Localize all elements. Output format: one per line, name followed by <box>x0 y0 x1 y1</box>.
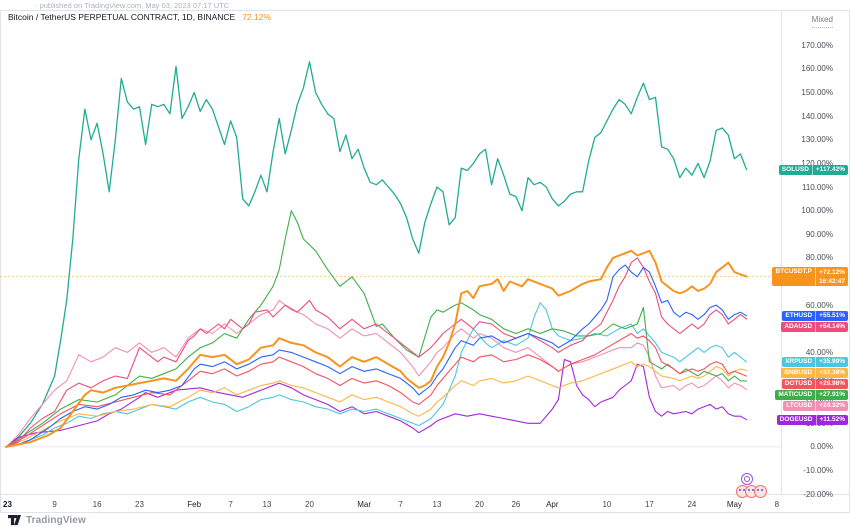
price-label-symbol: DOTUSD <box>782 378 817 389</box>
price-label-value: +27.91% <box>819 391 845 399</box>
price-label-symbol: BTCUSDT.P <box>772 267 816 286</box>
series-line-XRPUSD[interactable] <box>5 302 748 448</box>
series-line-SOLUSD[interactable] <box>5 61 748 448</box>
time-tick-7-65: 7 <box>398 500 403 509</box>
time-tick-8-127: 8 <box>774 500 780 509</box>
series-line-ETHUSD[interactable] <box>5 264 748 448</box>
series-line-BNBUSD[interactable] <box>5 361 748 448</box>
symbol-legend[interactable]: Bitcoin / TetherUS PERPETUAL CONTRACT, 1… <box>8 12 271 22</box>
price-label-symbol: ETHUSD <box>782 310 817 321</box>
time-axis-separator <box>1 494 849 495</box>
price-label-symbol: ADAUSD <box>781 321 817 332</box>
time-tick-10-99: 10 <box>602 500 612 509</box>
price-label-XRPUSD[interactable]: XRPUSD +35.99% <box>782 356 848 367</box>
series-line-LTCUSD[interactable] <box>5 299 748 448</box>
symbol-title[interactable]: Bitcoin / TetherUS PERPETUAL CONTRACT, 1… <box>8 12 236 22</box>
price-tick-170: 170.00% <box>801 40 833 50</box>
tradingview-logo-icon[interactable] <box>8 515 21 526</box>
price-tick-0: 0.00% <box>810 442 833 452</box>
published-caption: · published on TradingView.com, May 03, … <box>35 1 230 10</box>
time-axis[interactable]: 23 9 16 23 Feb 7 13 20 Mar 7 13 20 26 Apr 10 17 24 May 8 <box>1 495 849 512</box>
time-tick-20-50: 20 <box>305 500 314 509</box>
time-tick-16-15: 16 <box>92 500 102 509</box>
emoji-inner-dot-icon <box>744 476 750 482</box>
time-tick-17-106: 17 <box>644 500 654 509</box>
time-tick-Apr-90: Apr <box>546 500 559 509</box>
time-tick-20-78: 20 <box>475 500 484 509</box>
price-label-symbol: BNBUSD <box>781 367 817 378</box>
price-tick-160: 160.00% <box>801 64 833 74</box>
time-tick-May-120: May <box>726 500 742 509</box>
series-line-BTCUSDT.P[interactable] <box>5 249 748 448</box>
price-tick-100: 100.00% <box>801 206 833 216</box>
price-label-value: +55.51% <box>819 312 845 320</box>
time-tick-7-37: 7 <box>228 500 233 509</box>
time-tick-13-43: 13 <box>262 500 272 509</box>
price-axis-separator <box>781 11 782 494</box>
price-scale-mode[interactable]: Mixed <box>811 15 833 28</box>
price-tick--10: -10.00% <box>803 466 833 475</box>
price-label-DOGEUSD[interactable]: DOGEUSD +11.52% <box>776 414 848 425</box>
time-tick-23-0: 23 <box>3 500 12 509</box>
footer: TradingView <box>8 515 86 526</box>
price-label-ETHUSD[interactable]: ETHUSD +55.51% <box>782 310 848 321</box>
time-tick-Feb-31: Feb <box>187 500 202 509</box>
emoji-drawing-purple-icon[interactable] <box>741 473 753 485</box>
price-axis[interactable]: Mixed 170.00% 160.00% 150.00% 140.00% 130.00… <box>772 11 850 499</box>
emoji-face-icon <box>754 485 767 498</box>
time-tick-Mar-59: Mar <box>357 500 371 509</box>
price-label-symbol: XRPUSD <box>782 356 817 367</box>
price-label-value: +11.52% <box>819 416 845 424</box>
price-label-BTCUSDT.P[interactable]: BTCUSDT.P +72.12% 16:42:47 <box>772 267 848 286</box>
price-label-LTCUSD[interactable]: LTCUSD +24.32% <box>783 400 848 411</box>
time-tick-9-8: 9 <box>52 500 57 509</box>
time-tick-24-113: 24 <box>687 500 697 509</box>
comparison-line-chart[interactable] <box>0 0 781 494</box>
price-tick-110: 110.00% <box>802 182 833 192</box>
series-line-ADAUSD[interactable] <box>5 257 748 448</box>
price-label-symbol: SOLUSD <box>779 164 813 175</box>
price-label-value: +54.14% <box>819 323 845 331</box>
price-label-value: +72.12% 16:42:47 <box>818 268 845 285</box>
price-label-BNBUSD[interactable]: BNBUSD +32.38% <box>781 367 848 378</box>
price-tick--20: -20.00% <box>803 489 833 499</box>
price-label-SOLUSD[interactable]: SOLUSD +117.42% <box>778 164 848 175</box>
price-label-value: +35.99% <box>819 358 845 366</box>
price-label-value: +117.42% <box>815 166 845 173</box>
price-tick-140: 140.00% <box>801 111 833 121</box>
time-tick-13-71: 13 <box>432 500 442 509</box>
emoji-drawing-cluster[interactable] <box>736 485 767 498</box>
price-label-symbol: MATICUSD <box>775 389 817 400</box>
price-label-value: +24.32% <box>819 402 845 410</box>
price-tick-120: 120.00% <box>801 158 833 168</box>
price-tick-130: 130.00% <box>801 135 833 145</box>
price-tick-60: 60.00% <box>805 300 833 310</box>
price-label-DOTUSD[interactable]: DOTUSD +29.98% <box>781 378 848 389</box>
tradingview-brand[interactable]: TradingView <box>26 515 86 526</box>
price-tick-90: 90.00% <box>805 229 833 239</box>
price-label-ADAUSD[interactable]: ADAUSD +54.14% <box>781 321 848 332</box>
price-label-MATICUSD[interactable]: MATICUSD +27.91% <box>775 389 848 400</box>
price-tick-40: 40.00% <box>805 347 833 357</box>
price-label-value: +29.98% <box>819 380 845 388</box>
series-line-DOGEUSD[interactable] <box>5 358 748 448</box>
price-tick-150: 150.00% <box>801 88 833 97</box>
price-label-symbol: DOGEUSD <box>777 414 817 425</box>
series-line-DOTUSD[interactable] <box>5 332 748 448</box>
price-tick-80: 80.00% <box>805 253 833 263</box>
time-tick-23-22: 23 <box>135 500 144 509</box>
price-label-value: +32.38% <box>819 369 845 377</box>
time-tick-26-84: 26 <box>511 500 521 509</box>
price-label-symbol: LTCUSD <box>783 400 817 411</box>
symbol-change-percent: 72.12% <box>242 12 272 22</box>
